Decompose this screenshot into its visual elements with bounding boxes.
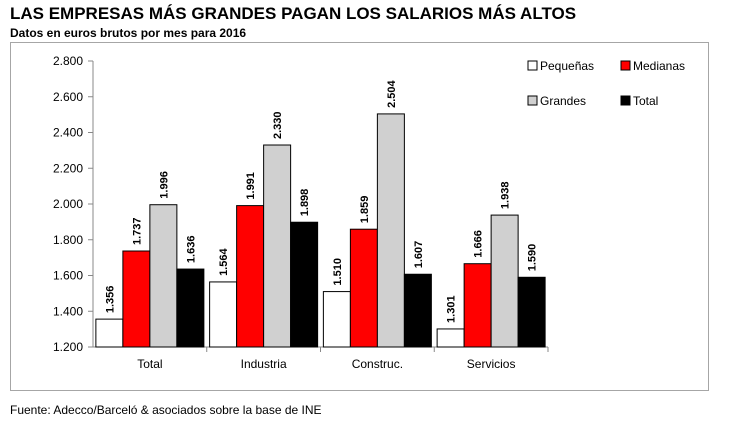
chart-title: LAS EMPRESAS MÁS GRANDES PAGAN LOS SALAR… [10,4,577,23]
data-label: 2.504 [386,80,398,108]
bar [349,228,378,348]
y-tick-label: 1.600 [53,269,83,283]
data-label: 1.564 [218,248,230,276]
data-label: 1.636 [185,236,197,264]
legend-label: Total [633,94,658,108]
x-tick-label: Total [137,357,162,371]
y-tick-label: 1.800 [53,233,83,247]
data-label: 1.859 [359,196,371,224]
y-tick-label: 1.400 [53,304,83,318]
bar [463,263,492,348]
legend-swatch [527,95,538,106]
y-tick-label: 1.200 [53,340,83,354]
data-label: 2.330 [272,111,284,139]
x-tick-label: Servicios [467,357,516,371]
x-tick-label: Industria [241,357,287,371]
bar [490,214,519,348]
y-tick-label: 2.600 [53,90,83,104]
data-label: 1.991 [245,172,257,200]
data-label: 1.590 [527,244,539,272]
bar [209,281,238,348]
bar [517,276,546,348]
legend-label: Grandes [540,94,586,108]
bar [149,204,178,348]
data-label: 1.996 [158,171,170,199]
bar [290,221,319,348]
bar [263,144,292,348]
data-label: 1.607 [413,241,425,269]
chart-subtitle: Datos en euros brutos por mes para 2016 [10,26,247,40]
data-label: 1.356 [104,286,116,314]
legend-swatch [620,95,631,106]
bar [376,113,405,348]
source-note: Fuente: Adecco/Barceló & asociados sobre… [10,403,322,417]
bar [436,328,465,348]
bar [176,268,205,348]
bar [322,291,351,348]
y-tick-label: 2.000 [53,197,83,211]
data-label: 1.666 [473,230,485,258]
bar [95,318,124,348]
data-label: 1.898 [299,189,311,217]
bar [403,273,432,348]
bar [236,205,265,348]
bar [122,250,151,348]
y-tick-label: 2.800 [53,54,83,68]
x-tick-label: Construc. [352,357,403,371]
data-label: 1.938 [500,182,512,210]
legend-label: Medianas [633,59,685,73]
y-tick-label: 2.200 [53,161,83,175]
legend-swatch [620,60,631,71]
data-label: 1.510 [332,258,344,286]
data-label: 1.301 [446,295,458,323]
data-label: 1.737 [131,217,143,245]
y-tick-label: 2.400 [53,126,83,140]
chart-frame [10,42,709,391]
legend-swatch [527,60,538,71]
legend-label: Pequeñas [540,59,594,73]
